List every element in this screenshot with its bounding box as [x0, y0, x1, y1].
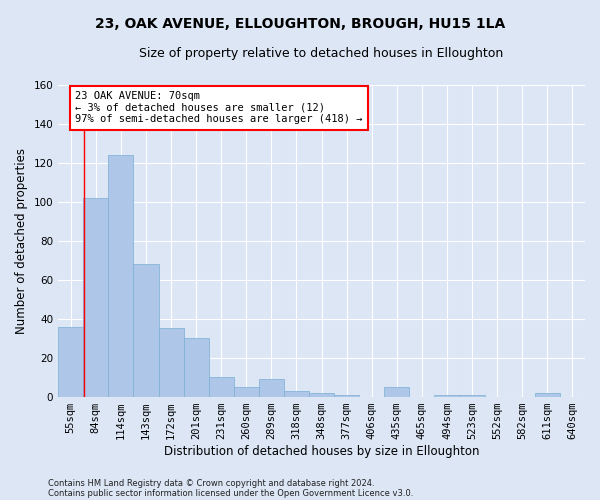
Bar [460, 394, 485, 396]
Bar [259, 379, 284, 396]
Text: Contains HM Land Registry data © Crown copyright and database right 2024.: Contains HM Land Registry data © Crown c… [48, 478, 374, 488]
Bar [83, 198, 109, 396]
Bar [309, 392, 334, 396]
Bar [209, 377, 234, 396]
Bar [535, 392, 560, 396]
Bar [334, 394, 359, 396]
Bar [184, 338, 209, 396]
Bar [133, 264, 158, 396]
Bar [284, 390, 309, 396]
X-axis label: Distribution of detached houses by size in Elloughton: Distribution of detached houses by size … [164, 444, 479, 458]
Bar [385, 387, 409, 396]
Bar [58, 326, 83, 396]
Bar [158, 328, 184, 396]
Bar [434, 394, 460, 396]
Text: Contains public sector information licensed under the Open Government Licence v3: Contains public sector information licen… [48, 488, 413, 498]
Y-axis label: Number of detached properties: Number of detached properties [15, 148, 28, 334]
Text: 23 OAK AVENUE: 70sqm
← 3% of detached houses are smaller (12)
97% of semi-detach: 23 OAK AVENUE: 70sqm ← 3% of detached ho… [75, 91, 363, 124]
Title: Size of property relative to detached houses in Elloughton: Size of property relative to detached ho… [139, 48, 504, 60]
Bar [109, 156, 133, 396]
Bar [234, 387, 259, 396]
Text: 23, OAK AVENUE, ELLOUGHTON, BROUGH, HU15 1LA: 23, OAK AVENUE, ELLOUGHTON, BROUGH, HU15… [95, 18, 505, 32]
